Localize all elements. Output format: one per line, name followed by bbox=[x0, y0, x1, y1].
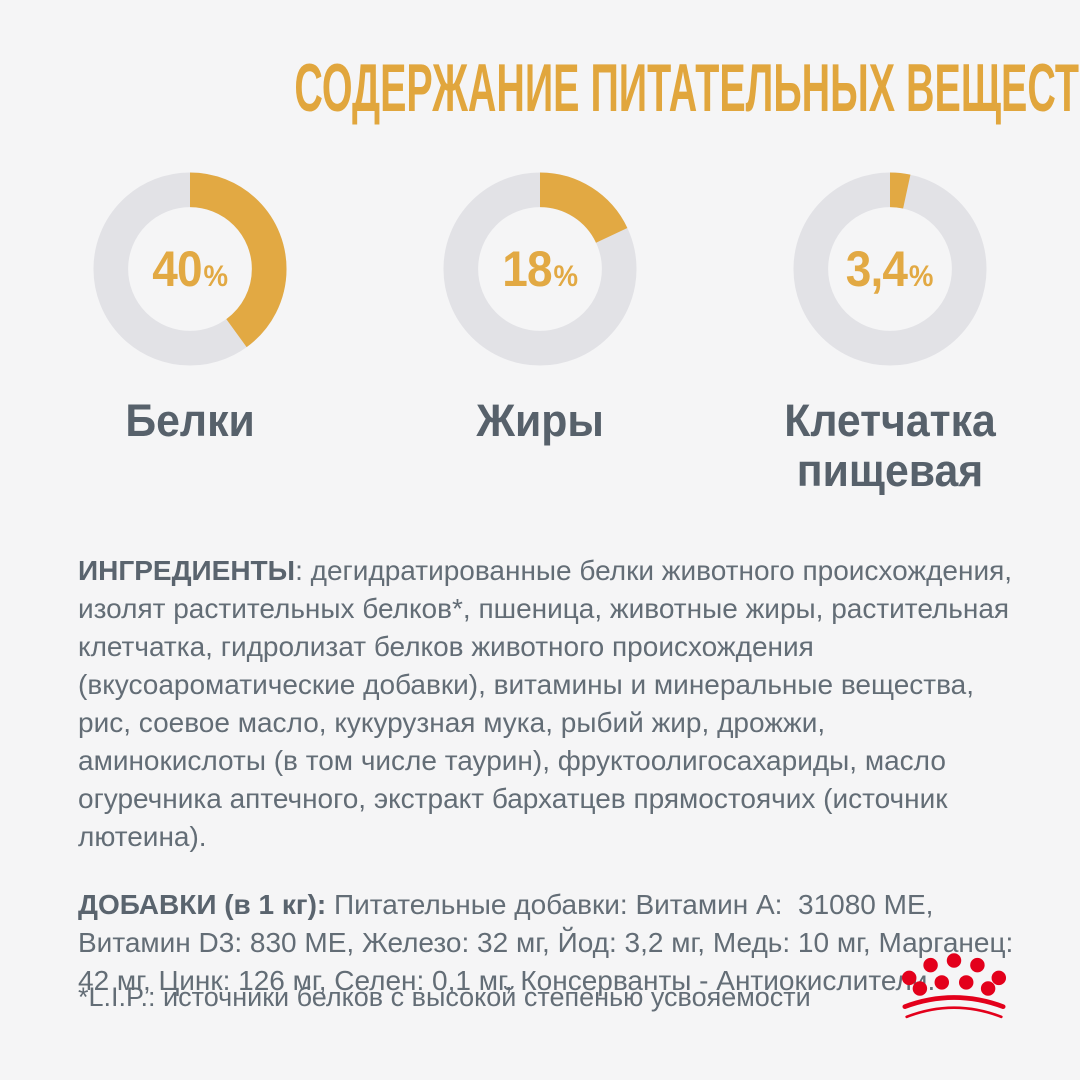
donut-label-fiber: Клетчатка пищевая bbox=[784, 395, 996, 496]
fiber-percent-sign: % bbox=[909, 260, 934, 293]
donut-chart-fiber: 3,4% bbox=[791, 170, 989, 368]
ingredients-paragraph: ИНГРЕДИЕНТЫ: дегидратированные белки жив… bbox=[78, 552, 1018, 856]
donut-ring-protein bbox=[93, 172, 287, 366]
royal-canin-crown-logo bbox=[901, 953, 1007, 1019]
ingredients-body: дегидратированные белки животного происх… bbox=[78, 555, 1020, 852]
protein-percent-value: 40 bbox=[152, 241, 202, 297]
fat-percent-sign: % bbox=[553, 260, 578, 293]
additives-paragraph: ДОБАВКИ (в 1 кг): Питательные добавки: В… bbox=[78, 886, 1018, 1000]
donut-fiber: 3,4% Клетчатка пищевая bbox=[715, 170, 1065, 495]
protein-percent-sign: % bbox=[203, 260, 228, 293]
ingredients-separator: : bbox=[295, 555, 311, 586]
donut-value-fiber: 3,4% bbox=[791, 170, 989, 368]
donut-value-fat: 18% bbox=[441, 170, 639, 368]
donut-label-fat: Жиры bbox=[476, 395, 604, 446]
ingredients-heading: ИНГРЕДИЕНТЫ bbox=[78, 555, 296, 586]
donut-ring-fat bbox=[443, 172, 637, 366]
lip-footnote: *L.I.P.: источники белков с высокой степ… bbox=[78, 982, 811, 1012]
fat-percent-value: 18 bbox=[502, 241, 552, 297]
donut-value-protein: 40% bbox=[91, 170, 289, 368]
additives-body: Питательные добавки: Витамин A: 31080 МЕ… bbox=[78, 889, 1022, 996]
page-title-text: СОДЕРЖАНИЕ ПИТАТЕЛЬНЫХ ВЕЩЕСТВ bbox=[294, 50, 1080, 126]
additives-heading: ДОБАВКИ (в 1 кг): bbox=[78, 889, 327, 920]
crown-swoosh bbox=[902, 995, 1006, 1019]
donut-ring-fiber bbox=[793, 172, 987, 366]
donut-label-protein: Белки bbox=[125, 395, 255, 446]
donut-chart-fat: 18% bbox=[441, 170, 639, 368]
donut-fat: 18% Жиры bbox=[365, 170, 715, 495]
fiber-percent-value: 3,4 bbox=[846, 241, 908, 297]
nutrient-donut-charts: 40% Белки 18% Жиры bbox=[15, 170, 1065, 495]
composition-text-block: ИНГРЕДИЕНТЫ: дегидратированные белки жив… bbox=[78, 552, 1018, 1000]
donut-protein: 40% Белки bbox=[15, 170, 365, 495]
crown-dots bbox=[901, 953, 1007, 996]
page-title: СОДЕРЖАНИЕ ПИТАТЕЛЬНЫХ ВЕЩЕСТВ bbox=[0, 54, 1080, 122]
donut-chart-protein: 40% bbox=[91, 170, 289, 368]
